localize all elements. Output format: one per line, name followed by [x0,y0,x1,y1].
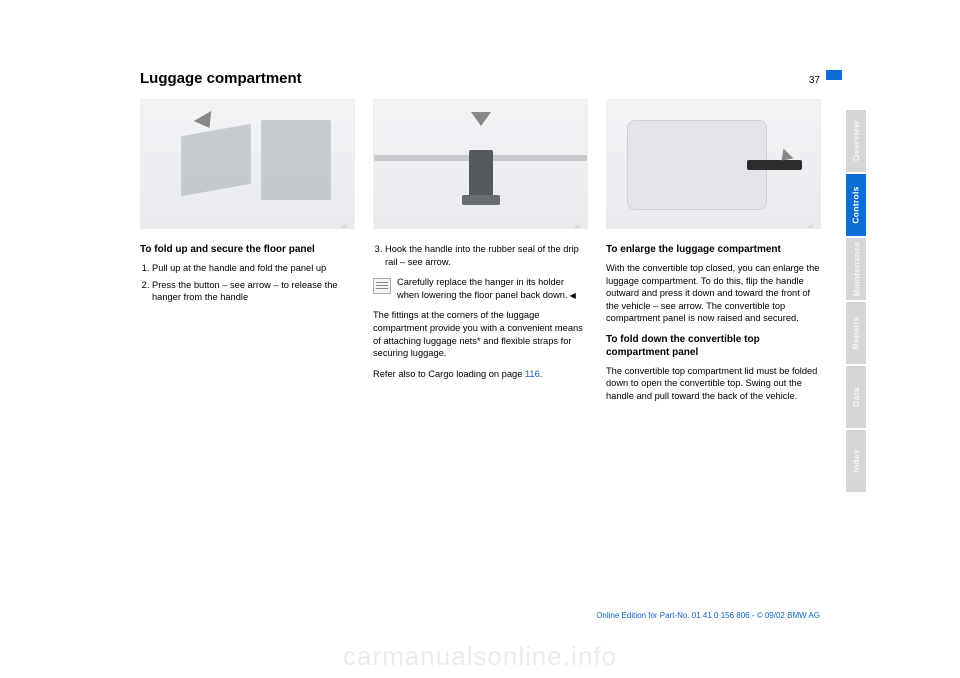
column-1: MO00098 MA To fold up and secure the flo… [140,99,355,410]
columns: MO00098 MA To fold up and secure the flo… [140,99,820,410]
tab-label: Controls [851,186,861,223]
page-link-116[interactable]: 116 [525,369,540,379]
tab-label: Overview [851,121,861,161]
watermark: carmanualsonline.info [0,641,960,672]
col1-subhead: To fold up and secure the floor panel [140,243,355,256]
page-number: 37 [809,75,820,86]
col3-subhead1: To enlarge the luggage compartment [606,243,821,256]
section-marker [826,70,842,80]
col3-subhead2: To fold down the convertible top compart… [606,333,821,359]
page-content: Luggage compartment 37 MO00098 MA To fol… [140,70,820,410]
tab-overview[interactable]: Overview [846,110,866,172]
figure-2: MO00139 MA [373,99,588,229]
col2-list: Hook the handle into the rubber seal of … [373,243,588,268]
figure-1: MO00098 MA [140,99,355,229]
header-row: Luggage compartment 37 [140,70,820,87]
page-title: Luggage compartment [140,70,302,87]
col2-para1: The fittings at the corners of the lugga… [373,309,588,359]
tab-index[interactable]: Index [846,430,866,492]
column-2: MO00139 MA Hook the handle into the rubb… [373,99,588,410]
tab-maintenance[interactable]: Maintenance [846,238,866,300]
tab-label: Index [851,449,861,473]
list-item: Press the button – see arrow – to releas… [152,279,355,304]
column-3: MO00404 MA To enlarge the luggage compar… [606,99,821,410]
figure-1-code: MO00098 MA [341,224,350,229]
col2-para2b: . [540,369,543,379]
side-tabs: Overview Controls Maintenance Repairs Da… [846,110,866,494]
col1-list: Pull up at the handle and fold the panel… [140,262,355,304]
col2-para2: Refer also to Cargo loading on page 116. [373,368,588,381]
tab-data[interactable]: Data [846,366,866,428]
tab-label: Data [851,387,861,407]
tab-label: Maintenance [851,242,861,297]
notice-block: Carefully replace the hanger in its hold… [373,276,588,301]
notice-icon [373,278,391,294]
tab-repairs[interactable]: Repairs [846,302,866,364]
figure-3-code: MO00404 MA [807,224,816,229]
col2-para2a: Refer also to Cargo loading on page [373,369,525,379]
col3-para1: With the convertible top closed, you can… [606,262,821,325]
list-item: Hook the handle into the rubber seal of … [385,243,588,268]
figure-3: MO00404 MA [606,99,821,229]
list-item: Pull up at the handle and fold the panel… [152,262,355,275]
col3-para2: The convertible top compartment lid must… [606,365,821,403]
footer-text: Online Edition for Part-No. 01 41 0 156 … [140,611,820,620]
tab-controls[interactable]: Controls [846,174,866,236]
figure-2-code: MO00139 MA [574,224,583,229]
tab-label: Repairs [851,316,861,349]
notice-text: Carefully replace the hanger in its hold… [397,277,576,300]
